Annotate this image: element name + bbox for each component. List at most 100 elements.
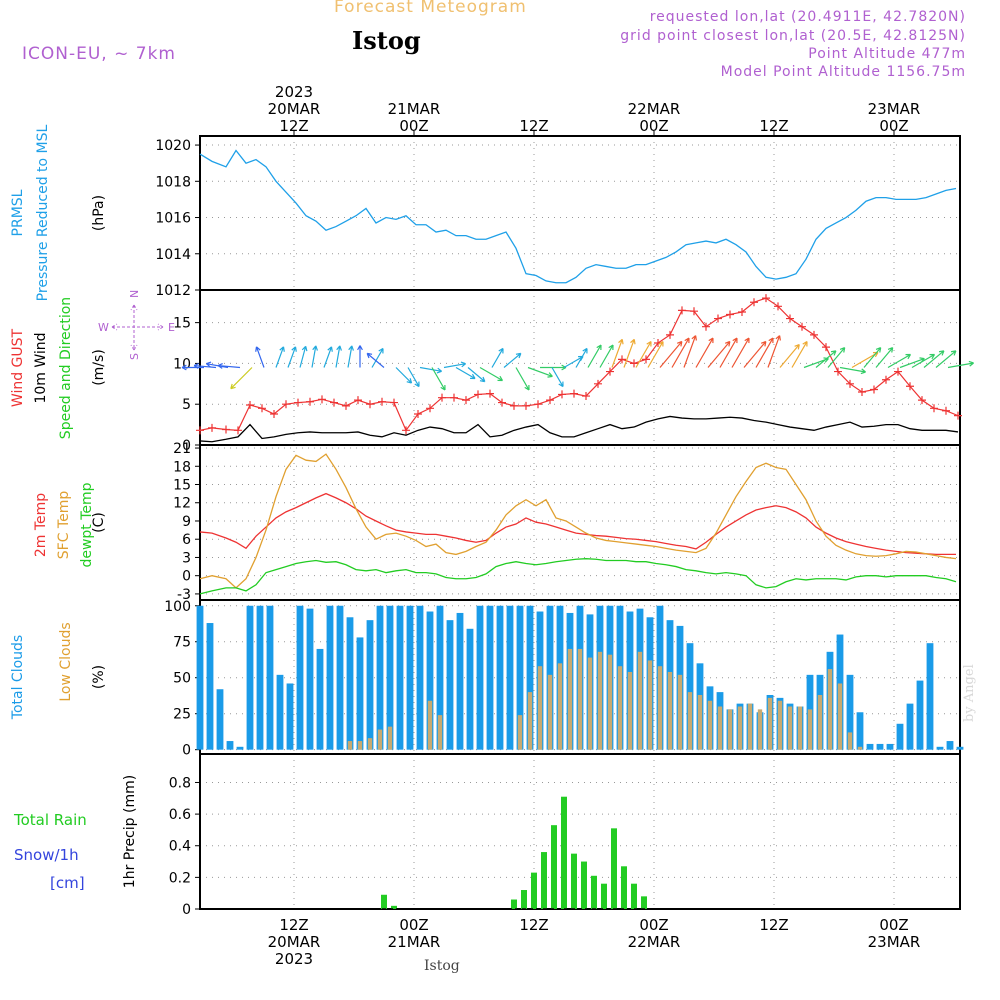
wind-arrow	[671, 337, 690, 368]
total-cloud-bar	[846, 674, 854, 750]
wind-arrow	[255, 346, 265, 368]
y-tick-label: 100	[164, 599, 191, 615]
low-cloud-bar	[777, 700, 783, 750]
gust-marker	[222, 425, 230, 434]
gust-marker	[534, 400, 542, 409]
wind-arrow	[731, 337, 750, 368]
low-cloud-bar	[547, 674, 553, 750]
low-cloud-bar	[587, 657, 593, 750]
gust-marker	[870, 385, 878, 394]
wind-arrow	[357, 345, 363, 368]
y-tick-label: -3	[177, 587, 191, 603]
low-cloud-bar	[797, 706, 803, 750]
gust-line	[199, 297, 959, 432]
total-cloud-bar	[396, 605, 404, 750]
total-cloud-bar	[246, 605, 254, 750]
low-cloud-bar	[767, 697, 773, 750]
wind-arrow	[743, 340, 767, 368]
total-cloud-bar	[456, 612, 464, 750]
pressure-label-short: PRMSL	[10, 189, 26, 236]
rain-bar	[601, 883, 607, 909]
wind-arrow	[839, 366, 866, 375]
time-label-top: 12Z	[759, 117, 788, 135]
y-tick-label: 1016	[155, 211, 191, 227]
gust-marker	[342, 401, 350, 410]
total-cloud-bar	[436, 605, 444, 750]
temp-label-1: SFC Temp	[56, 491, 72, 560]
low-cloud-bar	[667, 671, 673, 750]
model-altitude: Model Point Altitude 1156.75m	[720, 64, 966, 80]
gust-marker	[702, 322, 710, 331]
gust-marker	[450, 393, 458, 402]
total-cloud-bar	[496, 605, 504, 750]
total-cloud-bar	[376, 605, 384, 750]
total-cloud-bar	[296, 605, 304, 750]
rain-bar	[521, 890, 527, 909]
gust-marker	[690, 307, 698, 316]
y-tick-label: 25	[173, 707, 191, 723]
wind-arrow	[791, 341, 808, 368]
time-label-bottom: 12Z	[519, 916, 548, 934]
gust-marker	[558, 390, 566, 399]
time-label-bottom: 12Z	[759, 916, 788, 934]
time-label-top: 20MAR	[268, 100, 321, 118]
time-label-top: 2023	[275, 83, 313, 101]
total-cloud-bar	[216, 689, 224, 750]
wind-arrow	[371, 347, 384, 368]
wind-arrow	[587, 344, 602, 368]
time-label-top: 12Z	[279, 117, 308, 135]
rain-bar	[541, 852, 547, 909]
wind-arrow	[635, 341, 652, 368]
gust-marker	[486, 389, 494, 398]
total-cloud-bar	[406, 605, 414, 750]
rain-bar	[381, 894, 387, 909]
panel-frame	[199, 444, 961, 601]
gust-marker	[196, 426, 204, 435]
rain-bar	[611, 828, 617, 909]
low-cloud-bar	[347, 741, 353, 750]
wind-arrow	[599, 344, 614, 368]
rain-bar	[621, 866, 627, 909]
gridpoint-coords: grid point closest lon,lat (20.5E, 42.81…	[620, 28, 966, 44]
y-tick-label: 0.6	[169, 807, 191, 823]
wind-arrow	[563, 355, 584, 369]
y-tick-label: 6	[182, 532, 191, 548]
compass-icon: W E N S	[98, 290, 175, 360]
y-tick-label: 12	[173, 496, 191, 512]
y-tick-label: 0.8	[169, 775, 191, 791]
wind-arrow	[193, 363, 217, 369]
low-cloud-bar	[817, 694, 823, 750]
low-cloud-bar	[807, 709, 813, 750]
total-cloud-bar	[356, 637, 364, 750]
rain-bar	[631, 883, 637, 909]
rain-bar	[551, 825, 557, 909]
clouds-label-total: Total Clouds	[10, 635, 26, 720]
total-cloud-bar	[196, 605, 204, 750]
wind-arrow	[755, 337, 774, 368]
low-cloud-bar	[367, 738, 373, 750]
gust-marker	[834, 367, 842, 376]
precip-label-rain: Total Rain	[13, 811, 87, 829]
total-cloud-bar	[926, 643, 934, 750]
y-tick-label: 10	[173, 356, 191, 372]
low-cloud-bar	[627, 671, 633, 750]
low-cloud-bar	[727, 709, 733, 750]
y-unit-label: 1hr Precip (mm)	[122, 775, 138, 888]
wind-arrow	[827, 347, 846, 368]
y-tick-label: 1012	[155, 283, 191, 299]
rain-bar	[391, 905, 397, 909]
gust-marker	[882, 375, 890, 384]
gust-marker	[954, 411, 962, 420]
wind-arrow	[455, 366, 476, 380]
panel-clouds: 100 75 50 25 0 (%) Total Clouds Low Clouds	[10, 599, 964, 759]
total-cloud-bar	[416, 605, 424, 750]
wind-arrow	[335, 345, 342, 368]
low-cloud-bar	[707, 700, 713, 750]
wind-speed-line	[199, 415, 959, 443]
gust-marker	[762, 294, 770, 303]
wind-arrow	[695, 337, 714, 368]
low-cloud-bar	[827, 669, 833, 750]
low-cloud-bar	[427, 700, 433, 750]
y-tick-label: 21	[173, 441, 191, 457]
wind-arrow	[611, 338, 624, 368]
